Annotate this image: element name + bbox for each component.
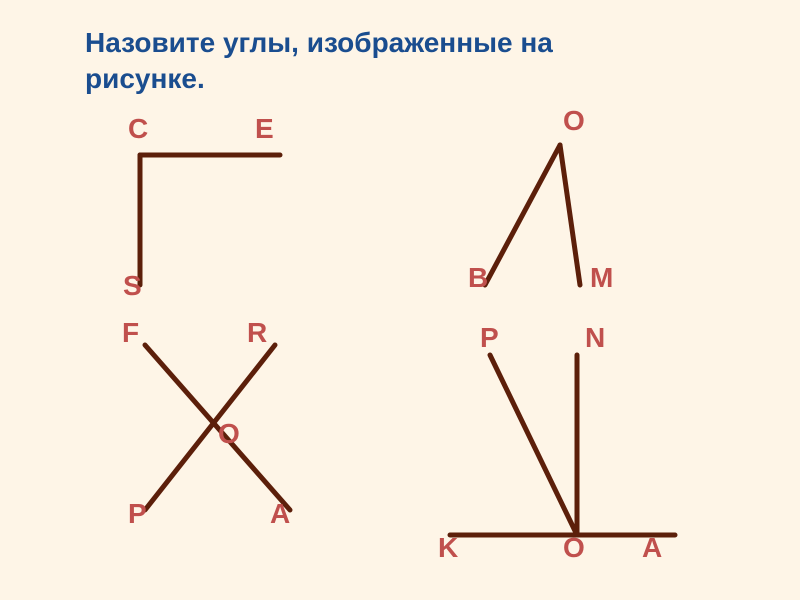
diagram-line (560, 145, 580, 285)
point-label: M (590, 262, 613, 294)
point-label: P (480, 322, 499, 354)
point-label: A (642, 532, 662, 564)
diagram-line (485, 145, 560, 285)
diagram-canvas (0, 0, 800, 600)
point-label: O (563, 105, 585, 137)
point-label: S (123, 270, 142, 302)
point-label: A (270, 498, 290, 530)
point-label: F (122, 317, 139, 349)
point-label: N (585, 322, 605, 354)
point-label: O (218, 418, 240, 450)
point-label: E (255, 113, 274, 145)
point-label: P (128, 498, 147, 530)
point-label: O (563, 532, 585, 564)
point-label: R (247, 317, 267, 349)
diagram-line (490, 355, 577, 535)
point-label: K (438, 532, 458, 564)
point-label: C (128, 113, 148, 145)
point-label: B (468, 262, 488, 294)
